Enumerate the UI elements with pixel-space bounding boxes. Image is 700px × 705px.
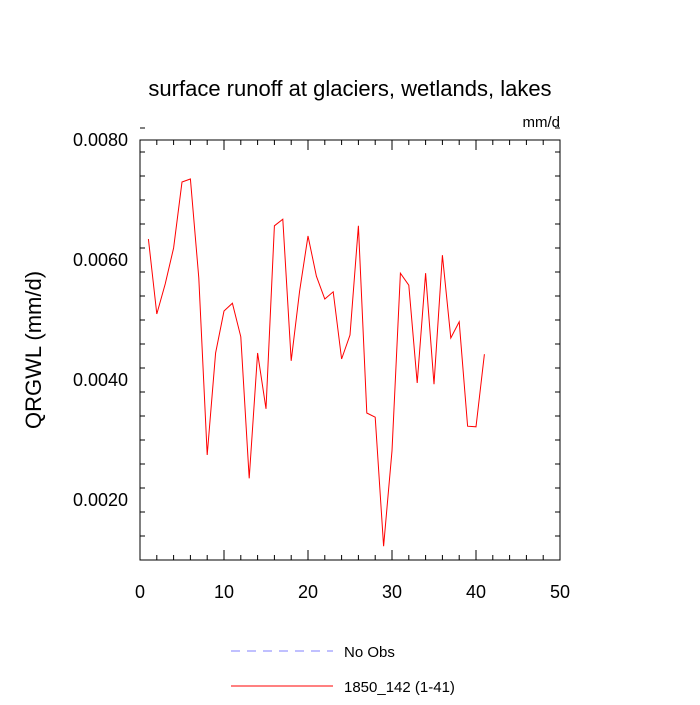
x-tick-label: 30	[382, 582, 402, 602]
x-tick-label: 0	[135, 582, 145, 602]
y-axis-label: QRGWL (mm/d)	[21, 271, 46, 429]
y-tick-label: 0.0060	[73, 250, 128, 270]
y-tick-label: 0.0080	[73, 130, 128, 150]
legend-label: No Obs	[344, 644, 395, 661]
series-lines	[147, 178, 485, 547]
units-label: mm/d	[523, 114, 561, 131]
y-tick-label: 0.0040	[73, 370, 128, 390]
chart-title: surface runoff at glaciers, wetlands, la…	[148, 76, 551, 101]
plot-frame	[139, 139, 561, 561]
legend-label: 1850_142 (1-41)	[344, 679, 455, 696]
x-tick-label: 20	[298, 582, 318, 602]
x-tick-label: 50	[550, 582, 570, 602]
series-line	[147, 178, 485, 547]
x-tick-label: 40	[466, 582, 486, 602]
y-tick-label: 0.0020	[73, 490, 128, 510]
axis-ticks	[139, 127, 561, 561]
axis-tick-labels: 0 10 20 30 40 50 0.0020 0.0040 0.0060 0.0080	[73, 130, 570, 602]
x-tick-label: 10	[214, 582, 234, 602]
legend: No Obs 1850_142 (1-41)	[231, 644, 455, 696]
